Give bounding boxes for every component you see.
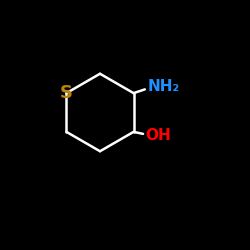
Text: S: S bbox=[60, 84, 73, 102]
Text: OH: OH bbox=[145, 128, 171, 143]
Text: NH₂: NH₂ bbox=[147, 80, 180, 94]
